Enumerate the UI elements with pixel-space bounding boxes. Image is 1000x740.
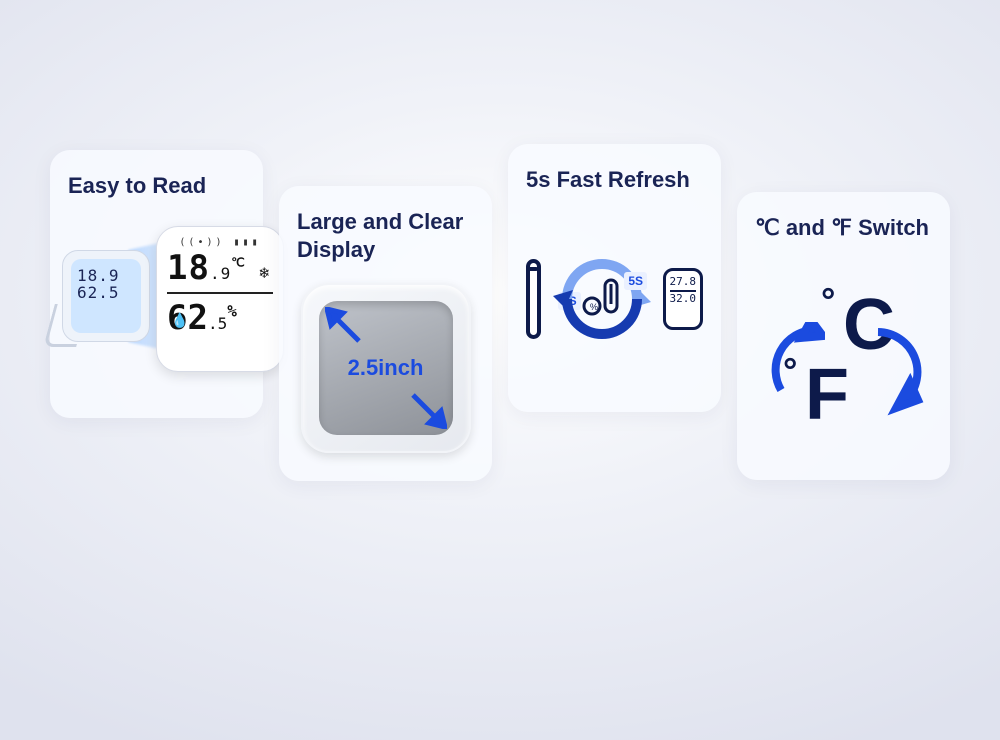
refresh-illustration: 5S % 5S 27.8 32.0 [526,214,703,384]
device-front: ((•)) ▮▮▮ ❄ 18.9℃ 💧 62.5% [156,226,284,372]
arrow-left-icon [765,322,825,412]
card-fast-refresh: 5s Fast Refresh 5S % 5S [508,144,721,412]
mini-hum: 32.0 [670,292,697,305]
arrow-top-left-icon [325,307,365,347]
svg-text:%: % [590,302,598,312]
device-illustration: 18.9 62.5 ((•)) ▮▮▮ ❄ 18.9℃ 💧 62.5% [68,220,245,390]
card-easy-to-read: Easy to Read 18.9 62.5 ((•)) ▮▮▮ ❄ 18.9℃… [50,150,263,418]
mini-display: 27.8 32.0 [663,268,704,330]
arrow-right-icon [866,322,926,422]
back-temp: 18.9 [77,266,120,285]
card-title: Large and Clear Display [297,208,474,263]
arrow-bottom-right-icon [407,389,447,429]
mini-temp: 27.8 [670,275,697,288]
phone-icon [526,259,541,339]
device-back-screen: 18.9 62.5 [71,259,141,333]
back-hum: 62.5 [77,283,120,302]
divider [167,292,273,294]
sync-cycle-icon: % [547,244,657,354]
card-title: ℃ and ℉ Switch [755,214,932,242]
size-label: 2.5inch [348,355,424,381]
status-icons: ((•)) ▮▮▮ [167,237,273,248]
temp-unit: ℃ [231,255,245,269]
card-large-display: Large and Clear Display 2.5inch [279,186,492,481]
device-back: 18.9 62.5 [62,250,150,342]
display-outline: 2.5inch [301,283,471,453]
card-title: 5s Fast Refresh [526,166,703,194]
snowflake-icon: ❄ [259,263,269,282]
cf-illustration: C F [755,262,932,452]
card-cf-switch: ℃ and ℉ Switch C F [737,192,950,480]
badge-5s-right: 5S [624,272,647,290]
temp-whole: 18 [167,248,210,288]
hum-unit: % [227,301,237,320]
front-temp: 18.9℃ [167,248,273,288]
card-title: Easy to Read [68,172,245,200]
hum-dec: .5 [208,314,227,333]
temp-dec: .9 [210,264,231,283]
drop-icon: 💧 [171,313,188,329]
feature-cards-row: Easy to Read 18.9 62.5 ((•)) ▮▮▮ ❄ 18.9℃… [50,150,950,481]
